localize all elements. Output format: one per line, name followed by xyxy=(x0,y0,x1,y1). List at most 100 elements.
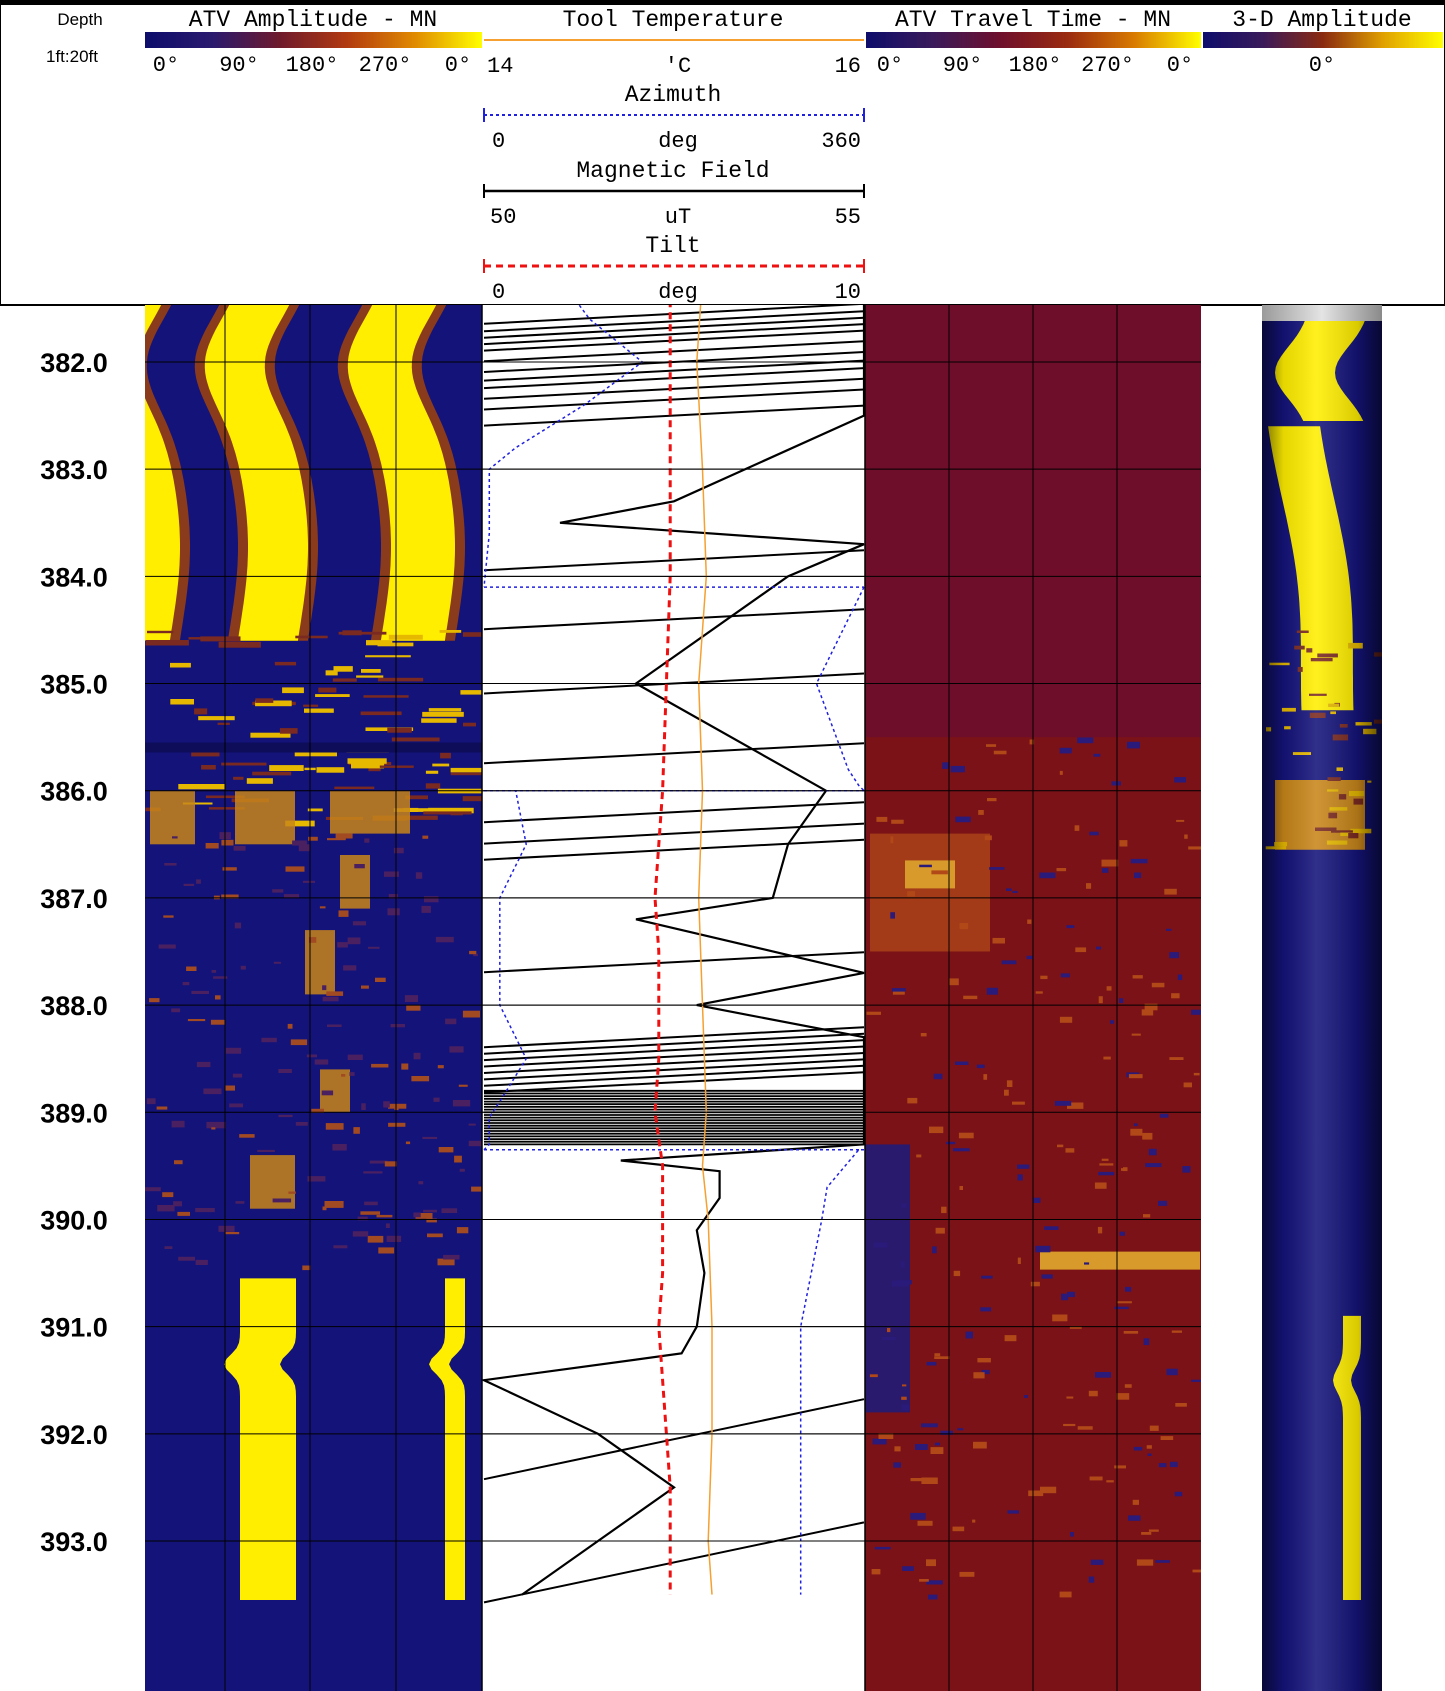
atv-travel-time-image xyxy=(865,305,1201,1691)
travel-time-texture xyxy=(1130,858,1148,864)
amplitude-texture xyxy=(413,1052,421,1060)
travel-time-texture xyxy=(941,1206,947,1214)
travel-time-texture xyxy=(921,1477,938,1484)
atv-travel-time-scale-label: 0° xyxy=(877,53,903,78)
amplitude-texture xyxy=(240,965,246,970)
travel-time-texture xyxy=(1097,1226,1103,1234)
amplitude-texture xyxy=(233,776,244,780)
amplitude-texture xyxy=(369,1160,388,1164)
travel-time-texture xyxy=(1164,888,1177,895)
travel-time-texture xyxy=(1182,1166,1191,1173)
amplitude-texture xyxy=(426,1218,437,1223)
travel-time-texture xyxy=(873,1242,888,1248)
travel-time-texture xyxy=(915,1444,928,1450)
amplitude-texture xyxy=(438,1147,454,1153)
amplitude-3d-colorbar xyxy=(1203,32,1443,48)
depth-tick-label: 388.0 xyxy=(40,991,108,1021)
amplitude-texture xyxy=(319,906,326,909)
travel-time-texture xyxy=(1101,1158,1109,1161)
tilt-line xyxy=(653,305,672,1595)
travel-time-texture xyxy=(1111,781,1121,786)
atv-amplitude-image xyxy=(145,305,482,1691)
travel-time-texture xyxy=(1103,1056,1111,1060)
amplitude-texture xyxy=(311,1108,324,1113)
amplitude-texture xyxy=(443,1254,460,1260)
travel-time-texture xyxy=(1089,831,1099,836)
amplitude-texture xyxy=(378,1247,395,1254)
travel-time-texture xyxy=(1169,1057,1184,1060)
magnetic-field-sweep xyxy=(483,340,865,363)
magnetic-field-sweep xyxy=(483,323,865,346)
travel-time-texture xyxy=(1095,1372,1111,1378)
cylinder-shading xyxy=(1262,305,1382,1691)
amplitude-texture xyxy=(337,942,348,948)
travel-time-texture xyxy=(983,1074,988,1080)
amplitude-texture xyxy=(272,889,284,893)
travel-time-texture xyxy=(1061,1293,1069,1301)
travel-time-texture xyxy=(1144,1003,1158,1011)
curve-track xyxy=(482,305,865,1691)
amplitude-texture xyxy=(278,1114,293,1118)
travel-time-texture xyxy=(1158,1463,1167,1468)
travel-time-texture xyxy=(1147,1453,1152,1456)
amplitude-texture xyxy=(349,1072,355,1076)
amplitude-texture xyxy=(164,863,177,866)
amplitude-texture xyxy=(224,1085,235,1091)
amplitude-texture xyxy=(427,1233,443,1238)
travel-time-texture xyxy=(1096,946,1102,950)
amplitude-texture xyxy=(170,699,194,705)
amplitude-texture xyxy=(188,637,202,640)
magnetic-field-sweep xyxy=(483,1026,865,1049)
travel-time-texture xyxy=(1006,1080,1013,1087)
amplitude-texture xyxy=(347,1054,363,1060)
travel-time-texture xyxy=(902,1566,914,1571)
travel-time-texture xyxy=(1088,1576,1095,1583)
amplitude-texture xyxy=(413,1212,421,1218)
travel-time-texture xyxy=(1074,825,1080,831)
travel-time-texture xyxy=(1007,1510,1019,1514)
amplitude-texture xyxy=(322,1206,327,1211)
amplitude-texture xyxy=(375,977,386,982)
travel-time-texture xyxy=(977,1358,991,1363)
azimuth-max: 360 xyxy=(821,129,861,154)
travel-time-patch xyxy=(1040,1251,1200,1270)
amplitude-texture xyxy=(334,786,375,790)
travel-time-texture xyxy=(1001,960,1017,965)
tool-temperature-max: 16 xyxy=(835,54,861,79)
travel-time-texture xyxy=(987,798,997,802)
travel-time-texture xyxy=(976,1064,985,1069)
amplitude-texture xyxy=(393,847,404,854)
amplitude-texture xyxy=(324,1201,344,1208)
travel-time-texture xyxy=(921,1423,938,1428)
amplitude-texture xyxy=(225,1232,240,1235)
amplitude-band xyxy=(145,490,165,630)
amplitude-texture xyxy=(295,635,328,639)
magnetic-field-max: 55 xyxy=(835,205,861,230)
travel-time-texture xyxy=(934,1442,940,1446)
amplitude-texture xyxy=(368,766,381,772)
amplitude-texture xyxy=(294,751,337,757)
amplitude-texture xyxy=(361,669,381,673)
amplitude-texture xyxy=(422,835,429,839)
travel-time-texture xyxy=(932,1449,938,1452)
atv-travel-time-colorbar xyxy=(866,32,1201,48)
amplitude-texture xyxy=(384,1161,397,1167)
magnetic-field-sweep xyxy=(483,310,865,333)
amplitude-texture xyxy=(206,1121,226,1129)
travel-time-texture xyxy=(1094,1182,1107,1189)
travel-time-texture xyxy=(917,1520,933,1526)
travel-time-texture xyxy=(1106,1480,1114,1483)
travel-time-texture xyxy=(1059,770,1063,775)
amplitude-texture xyxy=(285,820,315,827)
atv-travel-time-scale-label: 270° xyxy=(1081,53,1134,78)
travel-time-texture xyxy=(1169,952,1179,959)
travel-time-texture xyxy=(973,1372,985,1379)
travel-time-texture xyxy=(980,1307,992,1312)
amplitude-texture xyxy=(333,1245,348,1249)
depth-tick-label: 383.0 xyxy=(40,455,108,485)
azimuth-title: Azimuth xyxy=(625,82,722,108)
amplitude-texture xyxy=(351,762,385,769)
travel-time-texture xyxy=(1059,1016,1073,1023)
travel-time-texture xyxy=(928,1594,938,1600)
travel-time-texture xyxy=(1174,1491,1183,1497)
